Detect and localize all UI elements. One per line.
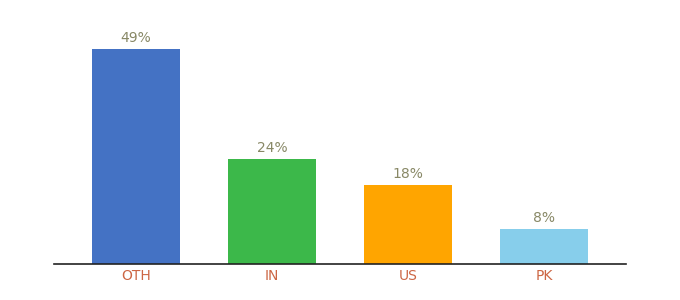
Text: 18%: 18% (392, 167, 424, 182)
Bar (92, 49, 180, 264)
Text: 24%: 24% (256, 141, 288, 155)
Text: 8%: 8% (533, 211, 555, 225)
Bar (364, 185, 452, 264)
Text: 49%: 49% (120, 31, 152, 45)
Bar (500, 229, 588, 264)
Bar (228, 159, 316, 264)
